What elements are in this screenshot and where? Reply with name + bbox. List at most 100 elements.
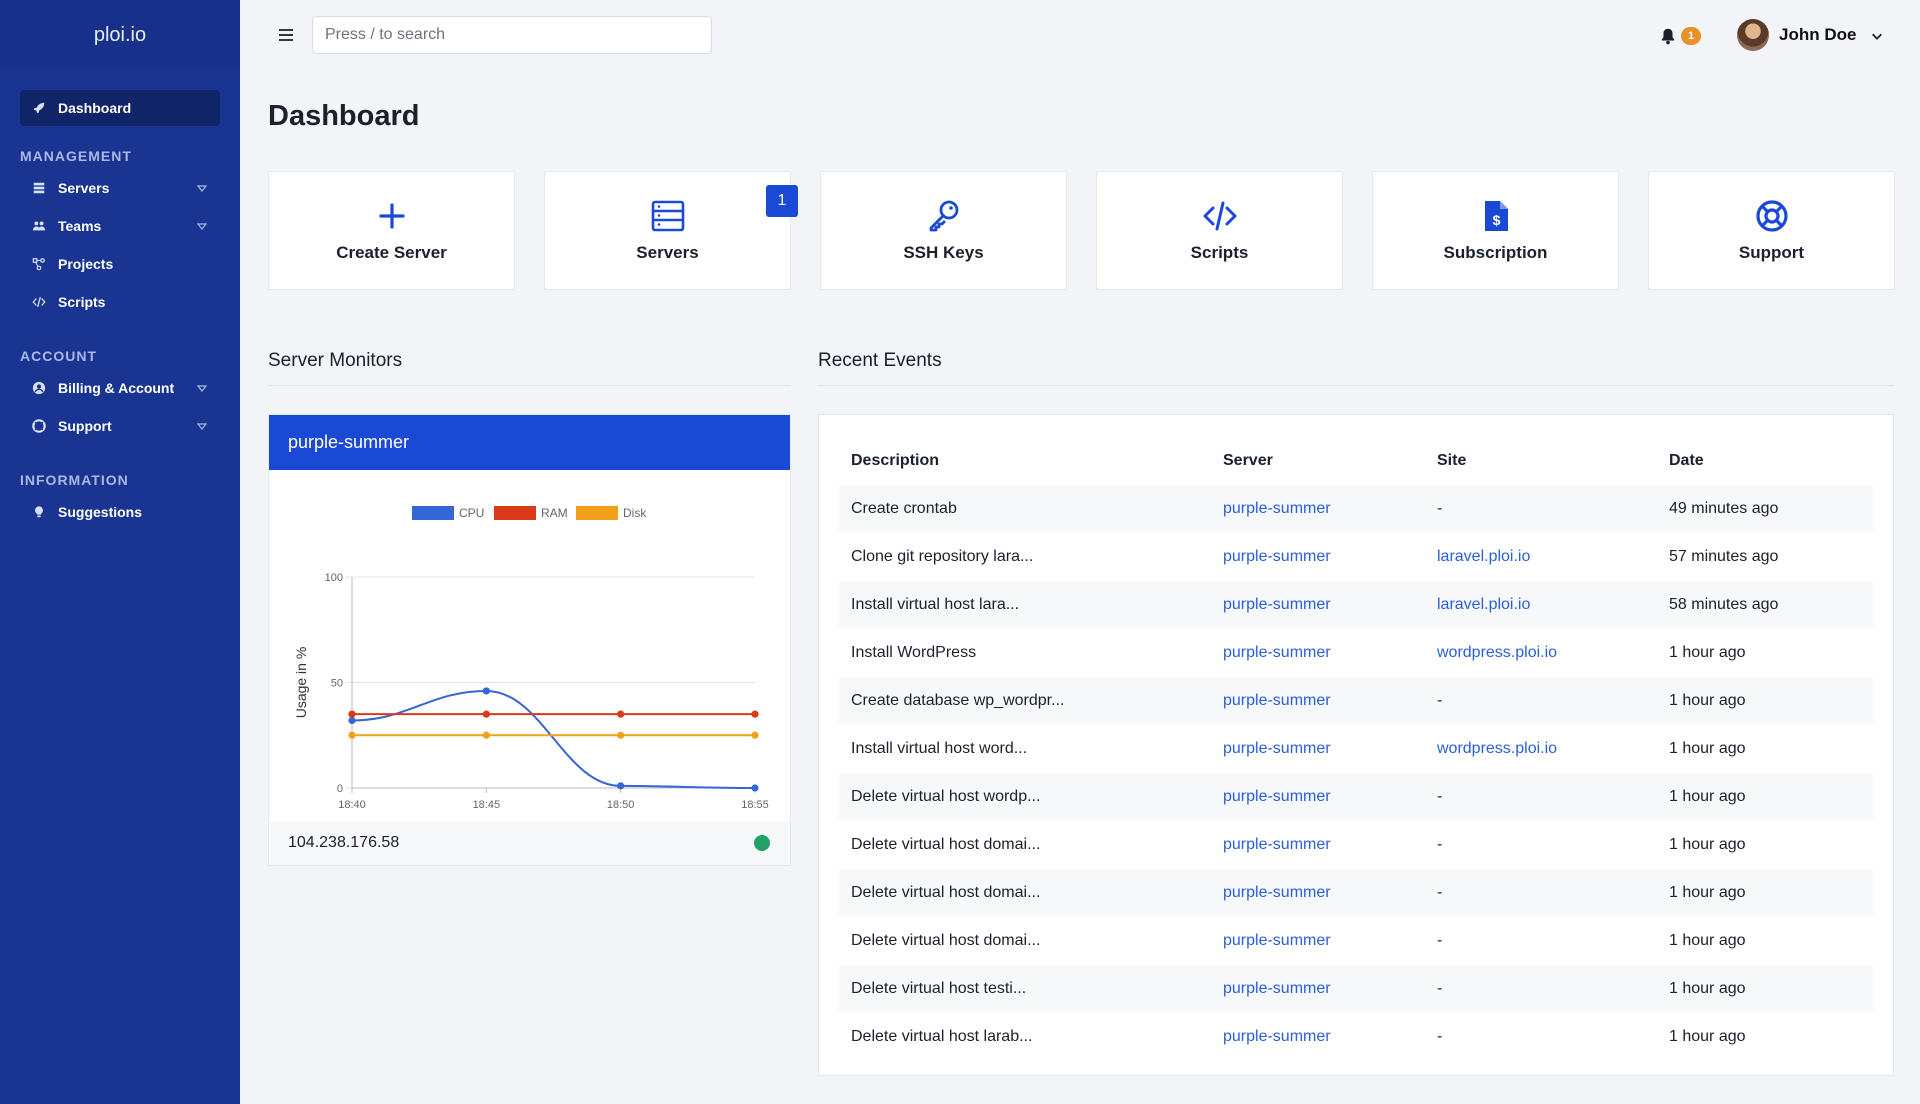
data-point-disk	[751, 731, 759, 739]
bell-icon[interactable]	[1659, 27, 1677, 45]
y-tick-label: 100	[325, 572, 343, 584]
brand-logo[interactable]: ploi.io	[0, 0, 240, 70]
sidebar: ploi.io Dashboard MANAGEMENT Servers Teams…	[0, 0, 240, 1104]
sidebar-item-dashboard[interactable]: Dashboard	[20, 90, 220, 126]
event-server-link[interactable]: purple-summer	[1223, 788, 1331, 805]
user-circle-icon	[32, 381, 46, 395]
event-date: 1 hour ago	[1669, 692, 1746, 709]
event-description: Clone git repository lara...	[851, 548, 1034, 565]
event-site: -	[1437, 692, 1443, 709]
event-date: 1 hour ago	[1669, 644, 1746, 661]
data-point-ram	[482, 710, 490, 718]
avatar[interactable]	[1737, 19, 1769, 51]
event-server-link[interactable]: purple-summer	[1223, 884, 1331, 901]
event-site-link[interactable]: wordpress.ploi.io	[1437, 644, 1558, 661]
sidebar-item-suggestions[interactable]: Suggestions	[20, 494, 220, 530]
event-date: 1 hour ago	[1669, 836, 1746, 853]
event-server-link[interactable]: purple-summer	[1223, 1028, 1331, 1045]
event-site: -	[1437, 980, 1443, 997]
server-ip: 104.238.176.58	[288, 834, 400, 851]
sidebar-nav: Dashboard MANAGEMENT Servers Teams Projects…	[0, 70, 240, 530]
chevron-down-icon[interactable]	[196, 220, 208, 232]
sidebar-section-title: MANAGEMENT	[20, 148, 132, 164]
table-row: Delete virtual host domai... purple-summe…	[839, 917, 1873, 965]
data-point-cpu	[617, 782, 625, 790]
legend-swatch-cpu	[412, 506, 454, 520]
monitor-footer: 104.238.176.58	[269, 821, 790, 865]
event-server-link[interactable]: purple-summer	[1223, 980, 1331, 997]
table-row: Create database wp_wordpr... purple-summe…	[839, 677, 1873, 725]
tile-label: Servers	[636, 242, 699, 262]
y-axis-label: Usage in %	[293, 647, 309, 719]
event-server-link[interactable]: purple-summer	[1223, 692, 1331, 709]
event-server-link[interactable]: purple-summer	[1223, 548, 1331, 565]
sidebar-item-billing-account[interactable]: Billing & Account	[20, 370, 220, 406]
monitor-server-name[interactable]: purple-summer	[269, 415, 790, 470]
event-description: Install virtual host word...	[851, 740, 1028, 757]
notification-count-badge[interactable]: 1	[1681, 27, 1701, 45]
series-line-cpu	[351, 689, 756, 789]
event-description: Delete virtual host domai...	[851, 932, 1041, 949]
sidebar-item-teams[interactable]: Teams	[20, 208, 220, 244]
recent-events-card: Description Server Site Date Create crontab p…	[818, 414, 1894, 1076]
chevron-down-icon[interactable]	[196, 420, 208, 432]
tile-support[interactable]: Support	[1648, 171, 1895, 290]
event-server-link[interactable]: purple-summer	[1223, 932, 1331, 949]
table-row: Delete virtual host larab... purple-summe…	[839, 1013, 1873, 1061]
x-tick-label: 18:40	[338, 799, 366, 811]
tile-label: Create Server	[336, 242, 447, 262]
chevron-down-icon[interactable]	[196, 182, 208, 194]
event-description: Delete virtual host domai...	[851, 836, 1041, 853]
data-point-cpu	[348, 716, 356, 725]
event-site-link[interactable]: laravel.ploi.io	[1437, 596, 1531, 613]
event-description: Install virtual host lara...	[851, 596, 1020, 613]
data-point-disk	[617, 731, 625, 739]
event-server-link[interactable]: purple-summer	[1223, 500, 1331, 517]
invoice-icon: $	[1479, 199, 1513, 233]
tile-create-server[interactable]: Create Server	[268, 171, 515, 290]
event-server-link[interactable]: purple-summer	[1223, 740, 1331, 757]
server-stack-icon	[651, 199, 685, 233]
page-title: Dashboard	[268, 100, 420, 132]
event-site-link[interactable]: wordpress.ploi.io	[1437, 740, 1558, 757]
y-tick-label: 0	[337, 783, 343, 795]
search-input[interactable]	[312, 16, 712, 54]
server-monitors-heading: Server Monitors	[268, 350, 403, 371]
event-date: 1 hour ago	[1669, 932, 1746, 949]
event-description: Delete virtual host wordp...	[851, 788, 1041, 805]
event-date: 1 hour ago	[1669, 1028, 1746, 1045]
event-date: 57 minutes ago	[1669, 548, 1779, 565]
tile-servers[interactable]: Servers 1	[544, 171, 798, 290]
sidebar-item-servers[interactable]: Servers	[20, 170, 220, 206]
event-date: 58 minutes ago	[1669, 596, 1779, 613]
tile-label: SSH Keys	[903, 242, 984, 262]
table-row: Delete virtual host domai... purple-summe…	[839, 821, 1873, 869]
data-point-cpu	[751, 784, 759, 792]
hamburger-menu-icon[interactable]	[278, 27, 294, 43]
tile-subscription[interactable]: $ Subscription	[1372, 171, 1619, 290]
table-row: Install virtual host word... purple-summe…	[839, 725, 1873, 773]
column-header: Site	[1437, 452, 1467, 469]
y-tick-label: 50	[331, 678, 343, 690]
sidebar-section-title: INFORMATION	[20, 472, 129, 488]
user-name[interactable]: John Doe	[1779, 25, 1857, 44]
divider	[268, 385, 791, 386]
event-server-link[interactable]: purple-summer	[1223, 644, 1331, 661]
event-server-link[interactable]: purple-summer	[1223, 596, 1331, 613]
code-icon	[32, 295, 46, 309]
table-row: Delete virtual host testi... purple-summe…	[839, 965, 1873, 1013]
usage-chart: 05010018:4018:4518:5018:55TimelineUsage …	[293, 506, 769, 811]
chevron-down-icon[interactable]	[1870, 29, 1884, 43]
sidebar-item-projects[interactable]: Projects	[20, 246, 220, 282]
event-site-link[interactable]: laravel.ploi.io	[1437, 548, 1531, 565]
tile-ssh-keys[interactable]: SSH Keys	[820, 171, 1067, 290]
sidebar-item-label: Billing & Account	[58, 380, 175, 396]
event-date: 1 hour ago	[1669, 980, 1746, 997]
chevron-down-icon[interactable]	[196, 382, 208, 394]
event-description: Install WordPress	[851, 644, 977, 661]
sidebar-item-scripts[interactable]: Scripts	[20, 284, 220, 320]
sidebar-item-support[interactable]: Support	[20, 408, 220, 444]
tile-scripts[interactable]: Scripts	[1096, 171, 1343, 290]
tile-label: Scripts	[1190, 242, 1249, 262]
event-server-link[interactable]: purple-summer	[1223, 836, 1331, 853]
